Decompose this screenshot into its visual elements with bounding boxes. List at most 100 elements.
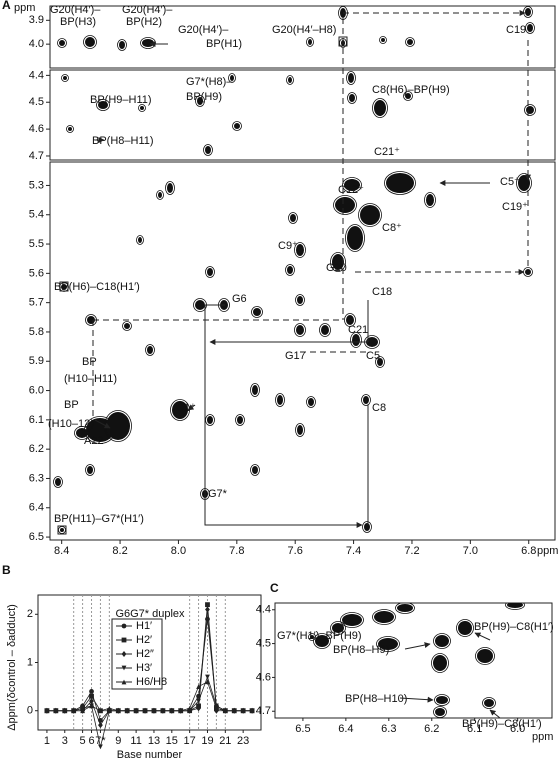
annotation: G20(H4′–H8) xyxy=(272,24,336,36)
marker xyxy=(151,708,157,714)
marker xyxy=(98,744,103,750)
peak xyxy=(147,346,153,354)
y-tick-label: 1 xyxy=(27,656,33,668)
y-tick-label: 4.6 xyxy=(29,123,44,135)
peak xyxy=(197,97,203,105)
annotation: BP(H11)–G7*(H1′) xyxy=(54,513,144,525)
peak xyxy=(332,254,344,270)
peak xyxy=(360,205,380,225)
x-axis-label: Base number xyxy=(117,749,183,761)
peak xyxy=(158,192,162,198)
peak-contour xyxy=(433,633,451,649)
marker xyxy=(80,708,85,714)
marker xyxy=(121,665,127,671)
peak-contour xyxy=(384,171,416,195)
legend-label: H6/H8 xyxy=(136,676,167,688)
x-tick-label: 6.1 xyxy=(467,723,482,735)
peak xyxy=(234,123,240,129)
marker xyxy=(231,708,237,714)
y-tick-label: 4.4 xyxy=(256,604,271,616)
peak xyxy=(315,635,329,647)
peak xyxy=(172,401,188,419)
x-tick-label: 7.2 xyxy=(404,545,419,557)
peak-contour xyxy=(524,104,536,116)
marker xyxy=(89,689,94,694)
peak xyxy=(287,266,293,274)
peak-contour xyxy=(228,73,236,83)
peak xyxy=(237,416,243,424)
peak-contour xyxy=(333,195,357,215)
x-tick-label: 17 xyxy=(184,735,196,747)
marker xyxy=(240,708,246,714)
annotation: C18 xyxy=(372,286,392,298)
peak xyxy=(321,325,329,335)
marker xyxy=(196,705,201,712)
peak xyxy=(85,37,95,47)
x-tick-label: 9 xyxy=(115,735,121,747)
peak-contour xyxy=(203,144,213,156)
panel-label: A xyxy=(2,0,11,12)
peak xyxy=(195,300,205,310)
peak xyxy=(207,416,213,424)
peak xyxy=(87,466,93,474)
marker xyxy=(89,703,94,709)
peak xyxy=(230,75,234,81)
marker xyxy=(80,705,85,711)
peak xyxy=(381,38,385,42)
legend-label: H1′ xyxy=(136,620,152,632)
peak-contour xyxy=(66,125,74,133)
annotation: BP(H1) xyxy=(206,38,242,50)
marker xyxy=(121,651,127,657)
annotation: C19⁺ xyxy=(502,201,528,213)
marker xyxy=(62,708,68,714)
peak-contour xyxy=(424,192,436,208)
annotation: C1⁺ xyxy=(176,402,196,414)
peak-contour xyxy=(525,22,535,34)
connectors xyxy=(57,10,531,719)
marker xyxy=(106,705,112,711)
annotation: C21⁺ xyxy=(374,146,400,158)
y-tick-label: 5.7 xyxy=(29,297,44,309)
peak-contour xyxy=(122,321,132,331)
peak-contour xyxy=(361,394,371,406)
peak-contour xyxy=(295,423,305,437)
peak xyxy=(60,528,64,532)
y-tick-label: 5.4 xyxy=(29,209,44,221)
annotation: G7* xyxy=(208,488,228,500)
x-tick-label: 13 xyxy=(148,735,160,747)
peak xyxy=(507,603,523,608)
x-tick-label: 7.0 xyxy=(463,545,478,557)
marker xyxy=(160,708,166,714)
peak xyxy=(308,398,314,406)
x-tick-label: 1 xyxy=(44,735,50,747)
x-tick-label: 7.4 xyxy=(346,545,361,557)
arrow xyxy=(404,642,431,650)
peak-contour xyxy=(395,603,415,614)
y-tick-label: 5.6 xyxy=(29,267,44,279)
peak-contour xyxy=(195,95,205,107)
marker xyxy=(187,705,193,711)
arrow xyxy=(187,404,196,411)
peak xyxy=(435,708,445,716)
series-line xyxy=(46,681,253,712)
box xyxy=(338,36,348,47)
peak xyxy=(297,425,303,435)
peak xyxy=(348,73,354,83)
x-tick-label: 6.4 xyxy=(338,723,353,735)
peak xyxy=(527,24,533,32)
annotation: BP(H3) xyxy=(60,16,96,28)
peak xyxy=(119,41,125,49)
annotation: C12⁺ xyxy=(338,184,364,196)
peak xyxy=(363,396,369,404)
peak xyxy=(252,466,258,474)
annotation: G20(H4′)– xyxy=(50,4,101,16)
y-axis-label: Δppm(δcontrol – δadduct) xyxy=(6,604,18,731)
y-tick-label: 4.0 xyxy=(29,38,44,50)
peak-contour xyxy=(313,633,331,649)
peak xyxy=(386,173,414,193)
annotation: G20(H4′)– xyxy=(122,4,173,16)
peak-contour xyxy=(306,396,316,408)
peak xyxy=(98,101,108,109)
peak xyxy=(477,649,493,663)
